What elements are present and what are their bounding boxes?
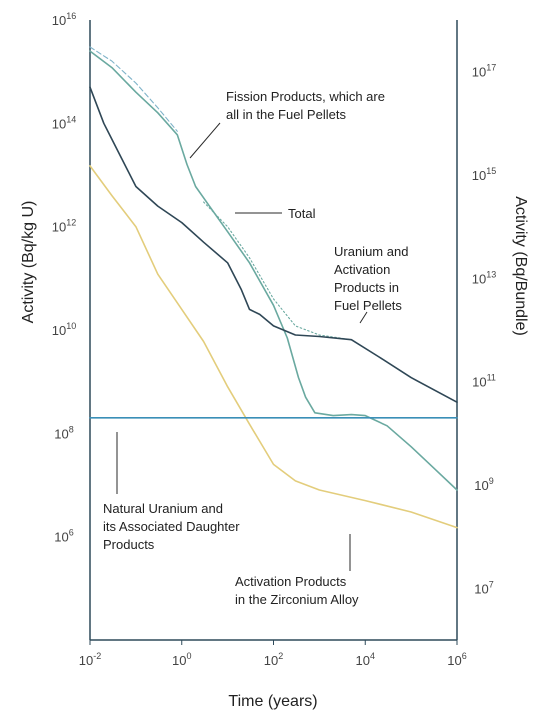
y-left-tick-label-1-base: 10 <box>54 426 68 441</box>
y-right-tick-label-3: 1013 <box>472 269 496 286</box>
y-right-tick-label-4: 1015 <box>472 166 496 183</box>
leader-fission <box>189 122 221 159</box>
y-right-tick-label-5-exponent: 17 <box>486 63 496 73</box>
y-right-tick-label-1-base: 10 <box>474 478 488 493</box>
x-tick-label-3-exponent: 4 <box>370 651 375 661</box>
x-tick-label-2-base: 10 <box>264 653 278 668</box>
y-right-tick-label-4-exponent: 15 <box>486 166 496 176</box>
series-line-1 <box>203 201 458 403</box>
y-axis-title-right: Activity (Bq/Bundle) <box>512 196 529 336</box>
y-right-tick-label-0: 107 <box>474 579 493 596</box>
series-line-0 <box>89 50 458 491</box>
x-tick-label-1: 100 <box>172 651 191 668</box>
y-left-tick-label-1: 108 <box>54 424 73 441</box>
y-left-tick-label-5-exponent: 16 <box>66 11 76 21</box>
y-left-tick-label-3-base: 10 <box>52 220 66 235</box>
y-right-tick-label-1: 109 <box>474 476 493 493</box>
y-left-tick-label-0-base: 10 <box>54 530 68 545</box>
x-tick-label-1-base: 10 <box>172 653 186 668</box>
y-right-tick-label-2-base: 10 <box>472 375 486 390</box>
y-left-tick-label-4: 1014 <box>52 114 76 131</box>
y-left-tick-label-2-base: 10 <box>52 323 66 338</box>
x-tick-label-3-base: 10 <box>356 653 370 668</box>
series-line-2 <box>89 46 178 132</box>
x-tick-label-4-base: 10 <box>447 653 461 668</box>
y-left-tick-label-3-exponent: 12 <box>66 218 76 228</box>
x-tick-label-0-exponent: -2 <box>93 651 101 661</box>
y-left-tick-label-0: 106 <box>54 528 73 545</box>
annotation-uranium-activation: Uranium and Activation Products in Fuel … <box>334 244 412 313</box>
annotation-natural-uranium: Natural Uranium and its Associated Daugh… <box>103 501 243 552</box>
series-layer <box>89 46 458 529</box>
x-tick-label-2-exponent: 2 <box>278 651 283 661</box>
y-left-tick-label-4-base: 10 <box>52 116 66 131</box>
x-tick-label-0: 10-2 <box>79 651 101 668</box>
y-right-tick-label-5-base: 10 <box>472 65 486 80</box>
y-right-tick-label-2: 1011 <box>472 373 496 390</box>
x-tick-label-4: 106 <box>447 651 466 668</box>
y-left-tick-label-5-base: 10 <box>52 13 66 28</box>
y-left-tick-label-4-exponent: 14 <box>66 114 76 124</box>
annotation-total: Total <box>288 206 316 221</box>
y-left-tick-label-1-exponent: 8 <box>69 424 74 434</box>
y-left-tick-label-3: 1012 <box>52 218 76 235</box>
x-tick-label-4-exponent: 6 <box>462 651 467 661</box>
x-tick-label-3: 104 <box>356 651 375 668</box>
y-right-tick-label-3-exponent: 13 <box>486 269 496 279</box>
y-right-tick-label-0-exponent: 7 <box>489 579 494 589</box>
y-right-tick-label-3-base: 10 <box>472 271 486 286</box>
ticks-layer: 10-2 100 102 104 106106108101010121014101610… <box>52 11 496 668</box>
y-right-tick-label-0-base: 10 <box>474 581 488 596</box>
series-line-4 <box>89 165 458 529</box>
y-left-tick-label-0-exponent: 6 <box>69 528 74 538</box>
y-right-tick-label-4-base: 10 <box>472 168 486 183</box>
x-tick-label-2: 102 <box>264 651 283 668</box>
y-left-tick-label-2: 1010 <box>52 321 76 338</box>
x-axis-title: Time (years) <box>228 693 317 710</box>
y-left-tick-label-5: 1016 <box>52 11 76 28</box>
y-left-tick-label-2-exponent: 10 <box>66 321 76 331</box>
y-axis-title-left: Activity (Bq/kg U) <box>20 201 37 324</box>
leader-uranium <box>359 311 368 324</box>
series-line-3 <box>89 86 458 404</box>
y-right-tick-label-5: 1017 <box>472 63 496 80</box>
annotation-fission-products: Fission Products, which are all in the F… <box>226 89 389 122</box>
x-tick-label-1-exponent: 0 <box>186 651 191 661</box>
y-right-tick-label-2-exponent: 11 <box>487 373 496 383</box>
y-right-tick-label-1-exponent: 9 <box>489 476 494 486</box>
annotation-zirconium: Activation Products in the Zirconium All… <box>235 574 359 607</box>
x-tick-label-0-base: 10 <box>79 653 93 668</box>
